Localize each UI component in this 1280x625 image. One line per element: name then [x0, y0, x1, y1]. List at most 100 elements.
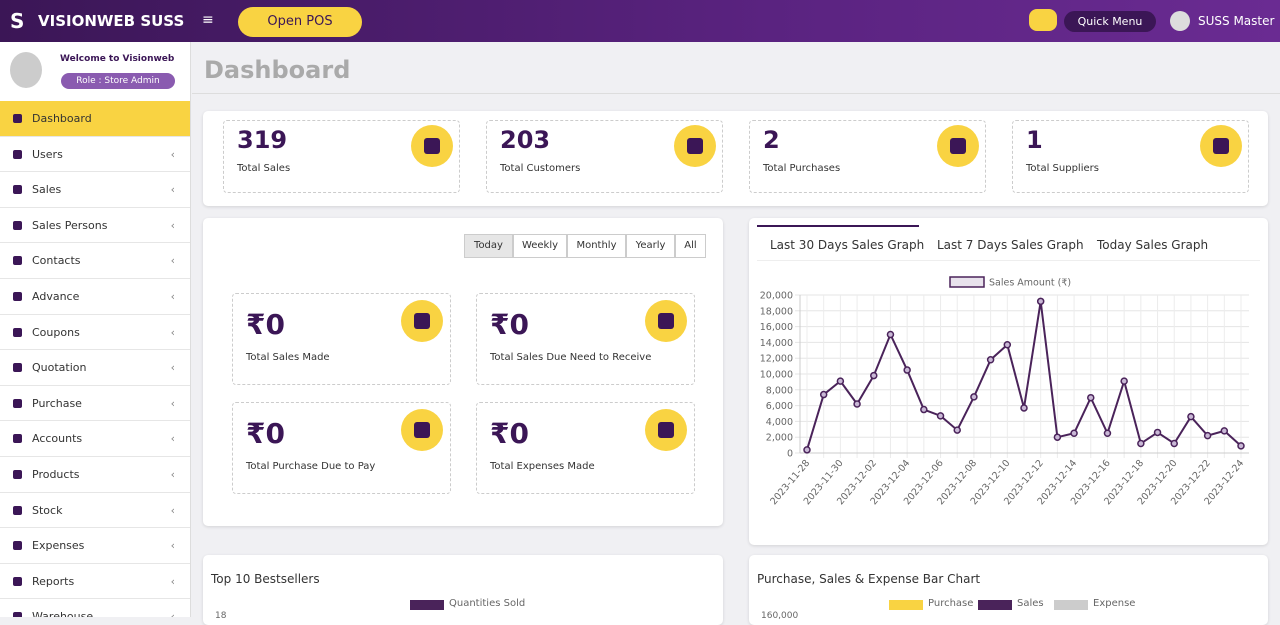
- stat-label: Total Sales: [237, 163, 291, 174]
- chevron: ‹: [170, 218, 175, 232]
- filter-button[interactable]: Today: [464, 234, 513, 258]
- summary-label: Total Sales Made: [246, 352, 330, 363]
- menu-item[interactable]: Contacts ‹: [0, 243, 190, 279]
- menu-item[interactable]: Stock ‹: [0, 493, 190, 529]
- menu-label: Coupons: [32, 325, 80, 339]
- stat-label: Total Purchases: [763, 163, 841, 174]
- data-point: [1003, 341, 1012, 349]
- menu-label: Warehouse: [32, 610, 94, 617]
- legend-swatch: [949, 276, 985, 288]
- bestsellers-card: Top 10 Bestsellers Quantities Sold 18: [203, 555, 723, 625]
- data-point: [936, 412, 945, 420]
- legend-label: Sales Amount (₹): [989, 278, 1071, 289]
- y-tick-label: 10,000: [760, 370, 793, 381]
- bar-chart-card: Purchase, Sales & Expense Bar Chart Purc…: [749, 555, 1268, 625]
- menu-item[interactable]: Products ‹: [0, 457, 190, 493]
- stat-label: Total Suppliers: [1026, 163, 1099, 174]
- graph-tab[interactable]: Today Sales Graph: [1097, 238, 1209, 252]
- y-tick-label: 18: [215, 611, 227, 621]
- summary-icon: [645, 300, 687, 342]
- active-tab-indicator: [757, 225, 919, 227]
- top-bar: S VISIONWEB SUSS ≡ Open POS Quick Menu S…: [0, 0, 1280, 42]
- legend-label: Sales: [1017, 598, 1044, 609]
- menu-item[interactable]: Sales ‹: [0, 172, 190, 208]
- menu-item[interactable]: Warehouse ‹: [0, 599, 190, 617]
- data-point: [1170, 439, 1178, 448]
- summary-value: ₹0: [246, 417, 285, 450]
- menu-item[interactable]: Accounts ‹: [0, 421, 190, 457]
- stat-icon: [411, 125, 453, 167]
- chevron: ‹: [170, 147, 175, 161]
- user-name[interactable]: SUSS Master: [1198, 14, 1275, 28]
- filter-button[interactable]: All: [675, 234, 706, 258]
- data-point: [1153, 428, 1162, 437]
- y-tick-label: 16,000: [760, 322, 793, 333]
- y-tick-label: 160,000: [761, 611, 799, 621]
- data-point: [1070, 429, 1078, 437]
- role: Role : Store Admin: [61, 73, 175, 89]
- filter-button[interactable]: Monthly: [567, 234, 626, 258]
- data-point: [1053, 433, 1062, 441]
- y-tick-label: 12,000: [760, 354, 793, 365]
- stat-label: Total Customers: [500, 163, 581, 174]
- menu-icon: [13, 256, 22, 266]
- open-pos-button[interactable]: Open POS: [238, 7, 362, 37]
- summary-box: ₹0 Total Sales Made: [232, 293, 451, 385]
- brand: VISIONWEB SUSS: [38, 12, 185, 30]
- menu-label: Products: [32, 468, 80, 481]
- menu-label: Sales Persons: [32, 218, 108, 232]
- y-tick-label: 2,000: [766, 433, 793, 444]
- menu-item[interactable]: Expenses ‹: [0, 528, 190, 564]
- chevron: ‹: [170, 468, 175, 481]
- filter-button[interactable]: Weekly: [513, 234, 567, 258]
- chevron: ‹: [170, 254, 175, 268]
- menu-toggle[interactable]: ≡: [202, 12, 214, 28]
- chevron: ‹: [170, 503, 175, 517]
- chevron: ‹: [170, 574, 175, 588]
- menu-icon: [13, 292, 22, 301]
- quick-menu[interactable]: Quick Menu: [1064, 11, 1156, 32]
- menu-item[interactable]: Advance ‹: [0, 279, 190, 315]
- menu-item[interactable]: Coupons ‹: [0, 315, 190, 351]
- data-point: [1120, 377, 1128, 385]
- sidebar: Welcome to Visionweb SUSS Role : Store A…: [0, 42, 191, 617]
- menu-item[interactable]: Users ‹: [0, 137, 190, 173]
- menu-item[interactable]: Purchase ‹: [0, 386, 190, 422]
- filter-button[interactable]: Yearly: [626, 234, 675, 258]
- stat-value: 1: [1026, 126, 1043, 154]
- data-point: [1187, 412, 1195, 421]
- data-point: [1220, 427, 1229, 435]
- summary-icon: [401, 300, 443, 342]
- stat-icon: [674, 125, 716, 167]
- graph-card: [749, 218, 1268, 545]
- graph-tab[interactable]: Last 7 Days Sales Graph: [937, 238, 1084, 252]
- menu-label: Reports: [32, 574, 75, 588]
- menu-item[interactable]: Dashboard: [0, 101, 190, 137]
- menu-item[interactable]: Sales Persons ‹: [0, 208, 190, 244]
- menu-label: Users: [32, 147, 63, 161]
- menu-icon: [13, 470, 22, 479]
- data-point: [1203, 431, 1212, 440]
- y-tick-label: 20,000: [760, 291, 793, 302]
- menu-item[interactable]: Quotation ‹: [0, 350, 190, 386]
- menu-label: Advance: [32, 290, 80, 303]
- menu-item[interactable]: Reports ‹: [0, 564, 190, 600]
- summary-value: ₹0: [490, 417, 529, 450]
- y-tick-label: 6,000: [766, 401, 793, 412]
- summary-icon: [401, 409, 443, 451]
- data-point: [1103, 429, 1112, 437]
- data-point: [1087, 393, 1095, 402]
- data-point: [986, 356, 995, 364]
- data-point: [886, 330, 895, 339]
- data-point: [920, 405, 928, 414]
- chevron: ‹: [170, 539, 175, 553]
- menu-label: Contacts: [32, 254, 81, 268]
- stat-box: 1 Total Suppliers: [1012, 120, 1249, 193]
- divider: [192, 93, 1280, 94]
- graph-tab[interactable]: Last 30 Days Sales Graph: [770, 238, 925, 252]
- data-point: [870, 371, 878, 380]
- support-icon[interactable]: [1029, 9, 1057, 31]
- data-point: [819, 390, 828, 399]
- menu-label: Expenses: [32, 539, 85, 553]
- y-tick-label: 0: [787, 449, 793, 460]
